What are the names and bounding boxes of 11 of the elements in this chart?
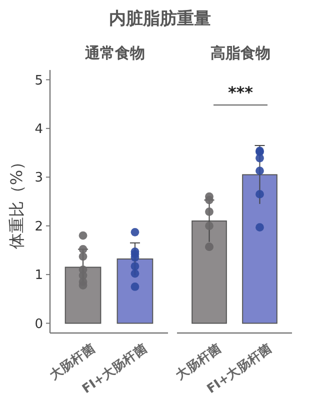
- y-axis-title: 体重比（%）: [7, 154, 26, 250]
- chart-title: 内脏脂肪重量: [109, 9, 211, 29]
- chart-subtitle: 高脂食物: [210, 44, 270, 62]
- annotation: ***: [228, 83, 254, 102]
- y-tick-label: 2: [34, 219, 43, 234]
- y-tick-label: 4: [34, 122, 43, 137]
- y-tick-label: 0: [34, 316, 43, 332]
- y-tick-label: 5: [34, 73, 43, 88]
- chart-subtitle: 通常食物: [84, 44, 145, 62]
- y-tick-label: 3: [34, 170, 43, 186]
- y-tick-label: 1: [34, 268, 43, 284]
